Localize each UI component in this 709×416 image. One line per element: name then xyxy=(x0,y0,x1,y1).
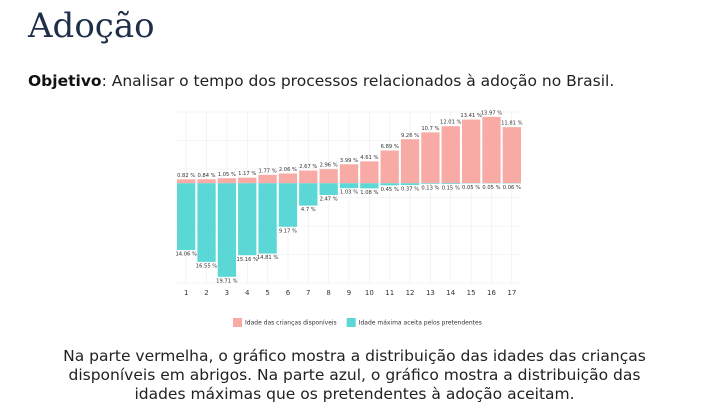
bar xyxy=(258,174,277,184)
x-tick-label: 8 xyxy=(326,289,330,297)
x-tick-label: 7 xyxy=(306,289,310,297)
data-label: 2.47 % xyxy=(320,196,338,202)
bar xyxy=(380,183,399,186)
objective-label: Objetivo xyxy=(28,72,102,90)
data-label: 0.84 % xyxy=(197,173,215,179)
data-label: 2.96 % xyxy=(320,163,338,169)
bar xyxy=(441,183,460,184)
data-label: 15.16 % xyxy=(237,257,258,263)
bar xyxy=(319,169,338,184)
bar xyxy=(400,183,420,186)
data-label: 0.82 % xyxy=(177,173,195,179)
bar xyxy=(339,164,359,184)
data-label: 2.67 % xyxy=(299,164,317,170)
caption: Na parte vermelha, o gráfico mostra a di… xyxy=(0,347,709,404)
data-label: 4.61 % xyxy=(360,155,378,161)
bar xyxy=(339,183,359,189)
bar xyxy=(177,183,196,251)
data-label: 9.17 % xyxy=(279,228,297,234)
data-label: 1.17 % xyxy=(238,171,256,177)
data-label: 9.26 % xyxy=(401,133,419,139)
data-label: 6.89 % xyxy=(381,144,399,150)
data-label: 3.99 % xyxy=(340,158,358,164)
data-label: 13.41 % xyxy=(460,113,481,119)
x-tick-label: 15 xyxy=(467,289,476,297)
bar xyxy=(299,183,318,206)
legend-label: Idade das crianças disponíveis xyxy=(245,320,337,327)
caption-line: disponíveis em abrigos. Na parte azul, o… xyxy=(68,366,641,384)
bar xyxy=(217,178,237,184)
legend-label: Idade máxima aceita pelos pretendentes xyxy=(359,320,482,327)
data-label: 1.05 % xyxy=(218,172,236,178)
x-tick-label: 3 xyxy=(225,289,229,297)
bar xyxy=(461,119,481,184)
bar xyxy=(177,179,196,184)
data-label: 4.7 % xyxy=(301,207,316,213)
x-tick-label: 13 xyxy=(426,289,435,297)
bar xyxy=(278,183,298,227)
bar xyxy=(502,127,521,184)
data-label: 0.15 % xyxy=(442,185,460,191)
x-tick-label: 10 xyxy=(365,289,374,297)
legend-swatch xyxy=(346,318,356,327)
data-label: 1.03 % xyxy=(340,190,358,196)
x-tick-label: 11 xyxy=(385,289,394,297)
bar xyxy=(258,183,277,254)
objective-text: : Analisar o tempo dos processos relacio… xyxy=(101,72,615,90)
objective: Objetivo: Analisar o tempo dos processos… xyxy=(28,72,614,90)
x-tick-label: 14 xyxy=(446,289,455,297)
x-tick-label: 17 xyxy=(507,289,516,297)
bar xyxy=(238,183,257,256)
bar xyxy=(360,161,379,184)
bar xyxy=(238,177,257,184)
bar xyxy=(319,183,338,195)
data-label: 13.97 % xyxy=(481,110,502,116)
caption-line: idades máximas que os pretendentes à ado… xyxy=(134,385,575,403)
data-label: 1.77 % xyxy=(259,168,277,174)
bar xyxy=(441,126,460,184)
data-label: 19.71 % xyxy=(216,278,237,284)
bar xyxy=(400,139,420,184)
x-tick-label: 2 xyxy=(204,289,208,297)
bar xyxy=(299,170,318,184)
bar xyxy=(421,183,440,184)
data-label: 14.81 % xyxy=(257,255,278,261)
data-label: 1.08 % xyxy=(360,190,378,196)
data-label: 0.13 % xyxy=(421,185,439,191)
bar xyxy=(482,116,501,184)
data-label: 16.55 % xyxy=(196,263,217,269)
data-label: 0.05 % xyxy=(462,185,480,191)
data-label: 0.45 % xyxy=(381,187,399,193)
x-tick-label: 6 xyxy=(286,289,291,297)
bar xyxy=(197,183,216,262)
bar xyxy=(360,183,379,189)
data-label: 2.06 % xyxy=(279,167,297,173)
x-tick-label: 5 xyxy=(265,289,269,297)
x-tick-label: 9 xyxy=(347,289,351,297)
bar xyxy=(278,173,298,184)
x-tick-label: 1 xyxy=(184,289,188,297)
data-label: 10.7 % xyxy=(421,126,439,132)
bar xyxy=(197,179,216,184)
data-label: 0.06 % xyxy=(503,185,521,191)
data-label: 14.06 % xyxy=(175,252,196,258)
legend-swatch xyxy=(233,318,242,327)
x-tick-label: 12 xyxy=(406,289,415,297)
x-tick-label: 4 xyxy=(245,289,250,297)
bar xyxy=(380,150,399,184)
data-label: 0.37 % xyxy=(401,187,419,193)
data-label: 0.05 % xyxy=(482,185,500,191)
caption-line: Na parte vermelha, o gráfico mostra a di… xyxy=(63,347,646,365)
data-label: 11.81 % xyxy=(501,121,522,127)
data-label: 12.01 % xyxy=(440,120,461,126)
x-tick-label: 16 xyxy=(487,289,496,297)
bar xyxy=(421,132,440,184)
bar xyxy=(217,183,237,277)
slide-title: Adoção xyxy=(28,6,155,46)
